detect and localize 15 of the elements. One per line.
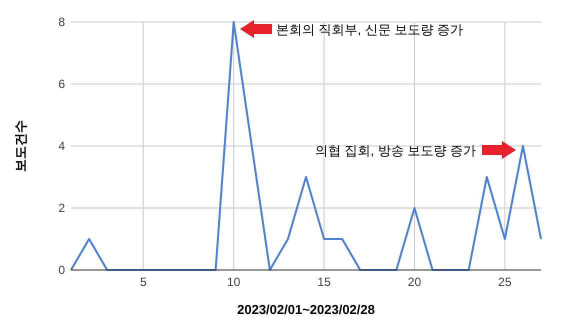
annotation: 의협 집회, 방송 보도량 증가: [314, 143, 476, 158]
x-tick-label: 25: [498, 275, 512, 289]
y-tick-label: 6: [58, 77, 66, 91]
x-tick-label: 20: [408, 275, 422, 289]
line-series: [70, 21, 542, 271]
y-tick-label: 4: [58, 139, 66, 153]
y-axis-title: 보도건수: [13, 120, 28, 172]
x-axis-title: 2023/02/01~2023/02/28: [237, 302, 375, 317]
y-tick-label: 2: [58, 201, 66, 215]
y-tick-label: 0: [58, 263, 66, 277]
y-tick-label: 8: [58, 15, 66, 29]
x-tick-label: 15: [317, 275, 332, 289]
annotation: 본회의 직회부, 신문 보도량 증가: [276, 22, 464, 37]
x-tick-label: 10: [227, 275, 241, 289]
x-tick-label: 5: [140, 275, 147, 289]
